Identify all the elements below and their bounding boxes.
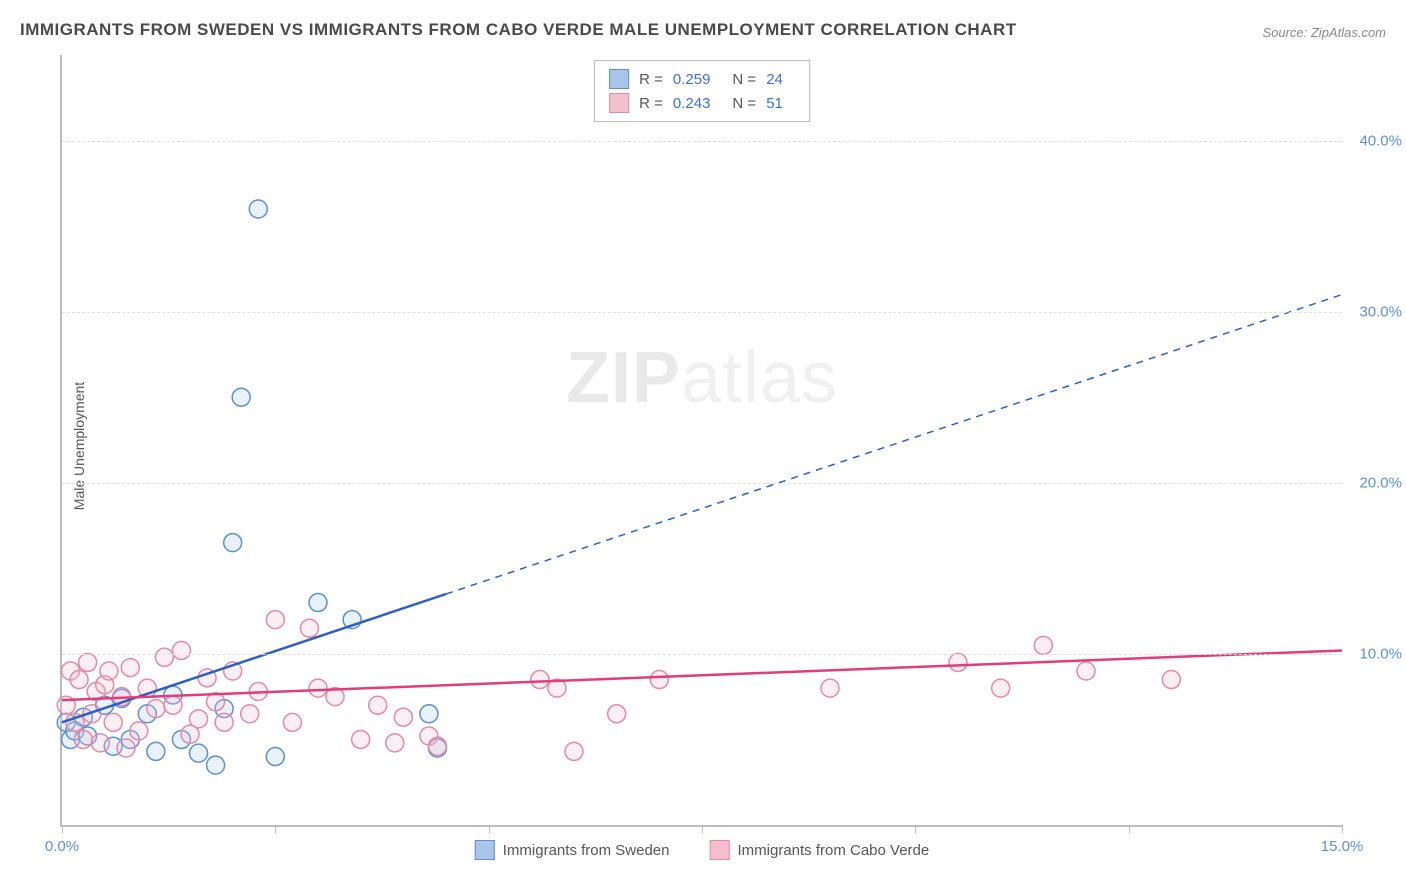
scatter-point: [74, 730, 92, 748]
scatter-point: [531, 671, 549, 689]
scatter-point: [352, 730, 370, 748]
scatter-point: [121, 659, 139, 677]
legend-item: Immigrants from Cabo Verde: [709, 840, 929, 860]
scatter-point: [79, 653, 97, 671]
scatter-point: [117, 739, 135, 757]
legend-swatch: [709, 840, 729, 860]
scatter-svg: [62, 55, 1342, 825]
scatter-point: [190, 744, 208, 762]
x-tick: [275, 825, 276, 833]
scatter-point: [190, 710, 208, 728]
scatter-point: [992, 679, 1010, 697]
scatter-point: [91, 734, 109, 752]
trend-line-extrapolated: [446, 295, 1342, 594]
y-tick-label: 20.0%: [1359, 474, 1402, 491]
scatter-point: [147, 700, 165, 718]
x-tick: [915, 825, 916, 833]
x-tick: [62, 825, 63, 833]
chart-container: IMMIGRANTS FROM SWEDEN VS IMMIGRANTS FRO…: [0, 0, 1406, 892]
legend-swatch: [475, 840, 495, 860]
scatter-point: [309, 594, 327, 612]
scatter-point: [100, 662, 118, 680]
scatter-point: [215, 713, 233, 731]
scatter-point: [1162, 671, 1180, 689]
scatter-point: [565, 742, 583, 760]
scatter-point: [266, 611, 284, 629]
legend-label: Immigrants from Sweden: [503, 842, 670, 859]
scatter-point: [241, 705, 259, 723]
x-tick-label: 0.0%: [45, 838, 79, 855]
trend-line: [62, 594, 446, 722]
plot-area: ZIPatlas R = 0.259N = 24R = 0.243N = 51 …: [60, 55, 1342, 827]
scatter-point: [130, 722, 148, 740]
gridline: [62, 654, 1342, 655]
y-tick-label: 10.0%: [1359, 645, 1402, 662]
legend-item: Immigrants from Sweden: [475, 840, 670, 860]
scatter-point: [207, 756, 225, 774]
scatter-point: [164, 696, 182, 714]
scatter-point: [608, 705, 626, 723]
scatter-point: [147, 742, 165, 760]
scatter-point: [650, 671, 668, 689]
scatter-point: [949, 653, 967, 671]
x-tick-label: 15.0%: [1321, 838, 1364, 855]
scatter-point: [172, 641, 190, 659]
scatter-point: [386, 734, 404, 752]
scatter-point: [821, 679, 839, 697]
scatter-point: [249, 200, 267, 218]
gridline: [62, 312, 1342, 313]
scatter-point: [224, 534, 242, 552]
scatter-point: [283, 713, 301, 731]
x-tick: [1129, 825, 1130, 833]
scatter-point: [428, 737, 446, 755]
scatter-point: [1034, 636, 1052, 654]
gridline: [62, 483, 1342, 484]
gridline: [62, 141, 1342, 142]
legend-label: Immigrants from Cabo Verde: [737, 842, 929, 859]
x-tick: [702, 825, 703, 833]
x-tick: [489, 825, 490, 833]
scatter-point: [369, 696, 387, 714]
source-label: Source: ZipAtlas.com: [1262, 25, 1386, 40]
y-tick-label: 40.0%: [1359, 132, 1402, 149]
scatter-point: [1077, 662, 1095, 680]
scatter-point: [309, 679, 327, 697]
x-tick: [1342, 825, 1343, 833]
scatter-point: [394, 708, 412, 726]
scatter-point: [104, 713, 122, 731]
y-tick-label: 30.0%: [1359, 303, 1402, 320]
scatter-point: [232, 388, 250, 406]
scatter-point: [420, 705, 438, 723]
scatter-point: [300, 619, 318, 637]
series-legend: Immigrants from Sweden Immigrants from Ca…: [475, 840, 929, 860]
scatter-point: [155, 648, 173, 666]
chart-title: IMMIGRANTS FROM SWEDEN VS IMMIGRANTS FRO…: [20, 20, 1017, 40]
scatter-point: [266, 748, 284, 766]
scatter-point: [70, 671, 88, 689]
